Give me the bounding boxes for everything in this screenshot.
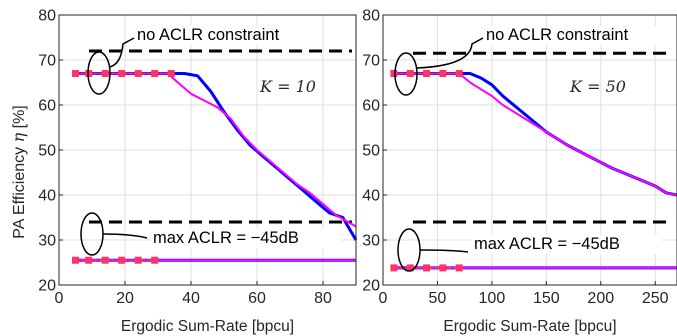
left-annotation-upper: no ACLR constraint bbox=[137, 26, 280, 44]
right-data-marker bbox=[406, 264, 414, 272]
right-data-marker bbox=[423, 264, 431, 272]
right-x-tick-label: 0 bbox=[379, 290, 388, 307]
y-axis-label: PA Efficiency η [%] bbox=[9, 105, 28, 239]
right-data-marker bbox=[406, 70, 414, 77]
left-data-marker bbox=[134, 70, 142, 77]
left-data-marker bbox=[134, 256, 142, 264]
right-x-tick-label: 150 bbox=[533, 290, 560, 307]
left-y-tick-label: 50 bbox=[38, 143, 56, 160]
left-x-tick-label: 20 bbox=[116, 290, 134, 307]
left-x-tick-label: 0 bbox=[55, 290, 64, 307]
right-k-label: K = 50 bbox=[569, 77, 626, 96]
right-data-marker bbox=[439, 264, 447, 272]
left-data-marker bbox=[118, 70, 126, 77]
right-series-line-magenta bbox=[393, 72, 677, 196]
left-x-axis-label: Ergodic Sum-Rate [bpcu] bbox=[121, 318, 294, 335]
right-y-tick-label: 70 bbox=[362, 53, 380, 70]
right-annotation-lower: max ACLR = −45dB bbox=[474, 235, 620, 253]
right-annotation-bg-upper bbox=[484, 26, 664, 45]
right-data-marker bbox=[455, 70, 463, 77]
right-annotation-leader-upper bbox=[415, 37, 484, 69]
right-annotation-leader-lower bbox=[419, 249, 469, 253]
y-axis-label-unit: [%] bbox=[11, 105, 28, 128]
right-chart-panel: no ACLR constraint max ACLR = −45dB K = 50… bbox=[362, 8, 677, 335]
right-y-tick-label: 50 bbox=[362, 143, 380, 160]
left-data-marker bbox=[151, 256, 159, 264]
right-annotation-upper: no ACLR constraint bbox=[486, 26, 629, 44]
left-data-marker bbox=[101, 256, 109, 264]
right-y-tick-label: 60 bbox=[362, 98, 380, 115]
right-y-tick-label: 20 bbox=[362, 278, 380, 295]
left-data-marker bbox=[85, 256, 93, 264]
left-y-tick-label: 40 bbox=[38, 188, 56, 205]
left-annotation-bg-upper bbox=[135, 26, 315, 45]
left-data-marker bbox=[167, 70, 175, 77]
left-x-tick-label: 40 bbox=[182, 290, 200, 307]
right-annotation-bg-lower bbox=[472, 235, 662, 254]
right-x-tick-label: 100 bbox=[479, 290, 506, 307]
left-series-line-magenta bbox=[75, 72, 357, 228]
left-y-tick-label: 20 bbox=[38, 278, 56, 295]
left-chart-panel: no ACLR constraint max ACLR = −45dB K = 10… bbox=[38, 8, 358, 335]
left-annotation-lower: max ACLR = −45dB bbox=[153, 229, 299, 247]
left-y-tick-label: 80 bbox=[38, 8, 56, 25]
right-annotation-ellipse-upper bbox=[394, 52, 418, 96]
left-y-tick-label: 60 bbox=[38, 98, 56, 115]
y-axis-label-symbol: η bbox=[9, 132, 28, 142]
right-data-marker bbox=[455, 264, 463, 272]
left-annotation-bg-lower bbox=[151, 229, 341, 248]
left-annotation-leader-upper bbox=[108, 37, 135, 68]
right-data-marker bbox=[390, 264, 398, 272]
left-data-marker bbox=[118, 256, 126, 264]
left-x-tick-label: 80 bbox=[314, 290, 332, 307]
right-y-tick-label: 40 bbox=[362, 188, 380, 205]
right-data-marker bbox=[423, 70, 431, 77]
left-y-tick-label: 70 bbox=[38, 53, 56, 70]
right-x-axis-label: Ergodic Sum-Rate [bpcu] bbox=[443, 318, 616, 335]
right-y-tick-label: 80 bbox=[362, 8, 380, 25]
left-data-marker bbox=[151, 70, 159, 77]
right-x-tick-label: 50 bbox=[429, 290, 447, 307]
left-annotation-leader-lower bbox=[102, 233, 148, 239]
left-data-marker bbox=[72, 256, 79, 264]
right-data-marker bbox=[390, 70, 398, 77]
left-annotation-ellipse-upper bbox=[87, 51, 111, 95]
left-y-tick-label: 30 bbox=[38, 233, 56, 250]
left-data-marker bbox=[101, 70, 109, 77]
right-x-tick-label: 200 bbox=[587, 290, 614, 307]
left-data-marker bbox=[72, 70, 79, 77]
right-data-marker bbox=[439, 70, 447, 77]
left-x-tick-label: 60 bbox=[248, 290, 266, 307]
y-axis-label-text: PA Efficiency bbox=[11, 147, 28, 239]
left-k-label: K = 10 bbox=[259, 77, 316, 96]
right-x-tick-label: 250 bbox=[642, 290, 669, 307]
right-y-tick-label: 30 bbox=[362, 233, 380, 250]
